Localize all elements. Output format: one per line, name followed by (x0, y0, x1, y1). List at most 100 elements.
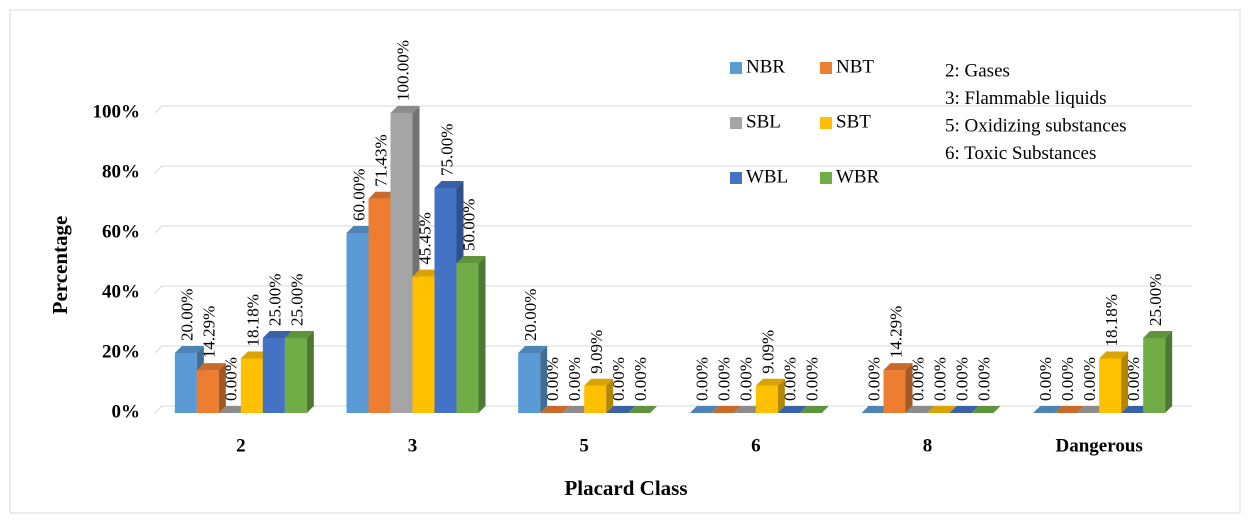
bar-top (518, 346, 548, 353)
bar-top (368, 191, 398, 199)
x-tick-label: 3 (408, 435, 418, 456)
value-label: 0.00% (737, 357, 756, 401)
bar-front (518, 353, 541, 413)
bar-top (1143, 331, 1173, 338)
bar (861, 406, 891, 413)
bar (1143, 331, 1173, 413)
bar (518, 346, 548, 413)
bar (456, 256, 486, 413)
bar (1121, 406, 1151, 413)
value-label: 0.00% (1124, 357, 1143, 401)
bar (777, 406, 807, 413)
value-label: 0.00% (952, 357, 971, 401)
bar-front (346, 233, 369, 413)
bar-top (1077, 406, 1107, 413)
value-label: 25.00% (266, 274, 285, 326)
bar-top (777, 406, 807, 413)
legend-swatch (820, 117, 832, 129)
grid-line (154, 225, 1192, 234)
bar (927, 406, 957, 413)
x-tick-label: 6 (751, 435, 761, 456)
legend-swatch (730, 172, 742, 184)
bar-top (218, 406, 248, 413)
value-label: 0.00% (543, 357, 562, 401)
x-tick-label: 8 (923, 435, 933, 456)
bar-front (1143, 338, 1166, 413)
value-label: 20.00% (521, 289, 540, 341)
x-tick-label: 2 (236, 435, 246, 456)
value-label: 9.09% (759, 330, 778, 374)
bar-top (628, 406, 658, 413)
bar-top (174, 346, 204, 353)
bar-front (1099, 358, 1122, 413)
value-label: 0.00% (803, 357, 822, 401)
bar-top (1033, 406, 1063, 413)
value-label: 14.29% (886, 306, 905, 358)
bar-side (218, 363, 226, 413)
bar (949, 406, 979, 413)
bar-front (390, 113, 413, 413)
bar (606, 406, 636, 413)
legend-label: WBR (836, 166, 880, 187)
bar-top (927, 406, 957, 413)
value-label: 0.00% (631, 357, 650, 401)
bar-front (240, 358, 263, 413)
bar-front (284, 338, 307, 413)
bar-top (689, 406, 719, 413)
value-label: 0.00% (693, 357, 712, 401)
legend-swatch (820, 172, 832, 184)
bar (1033, 406, 1063, 413)
bar-side (1121, 351, 1129, 413)
grid-line (154, 285, 1192, 294)
bar (755, 378, 785, 413)
bar (883, 363, 913, 413)
value-label: 45.45% (415, 212, 434, 264)
bar (584, 378, 614, 413)
bar-top (346, 226, 376, 233)
value-label: 0.00% (864, 357, 883, 401)
bar-front (196, 370, 219, 413)
value-label: 0.00% (565, 357, 584, 401)
bar-top (799, 406, 829, 413)
bar-side (606, 378, 614, 413)
grid-line (154, 405, 1192, 414)
bar-front (456, 263, 479, 413)
bar (540, 406, 570, 413)
value-label: 18.18% (244, 294, 263, 346)
y-tick-label: 0% (112, 401, 141, 422)
bar-top (606, 406, 636, 413)
value-label: 0.00% (609, 357, 628, 401)
bar-front (755, 385, 778, 413)
value-label: 0.00% (222, 357, 241, 401)
value-label: 25.00% (288, 274, 307, 326)
bar-top (711, 406, 741, 413)
bar-top (540, 406, 570, 413)
bar-top (949, 406, 979, 413)
bar-front (584, 385, 607, 413)
bar-top (584, 378, 614, 386)
value-label: 71.43% (371, 134, 390, 186)
value-label: 18.18% (1102, 294, 1121, 346)
legend-swatch (820, 62, 832, 74)
bar-side (905, 363, 913, 413)
y-tick-label: 100% (93, 101, 141, 122)
x-tick-label: 5 (579, 435, 589, 456)
legend-label: WBL (746, 166, 788, 187)
bar-top (1121, 406, 1151, 413)
value-label: 0.00% (908, 357, 927, 401)
bar-top (240, 351, 270, 359)
bar-top (971, 406, 1001, 413)
bar-side (540, 346, 548, 413)
y-tick-label: 40% (102, 281, 140, 302)
legend-label: NBR (746, 56, 785, 77)
bar (562, 406, 592, 413)
bar (218, 406, 248, 413)
bar-top (284, 331, 314, 338)
value-label: 60.00% (349, 169, 368, 221)
value-label: 0.00% (715, 357, 734, 401)
value-label: 20.00% (178, 289, 197, 341)
bar-top (733, 406, 763, 413)
bar (733, 406, 763, 413)
grid-line (154, 345, 1192, 354)
